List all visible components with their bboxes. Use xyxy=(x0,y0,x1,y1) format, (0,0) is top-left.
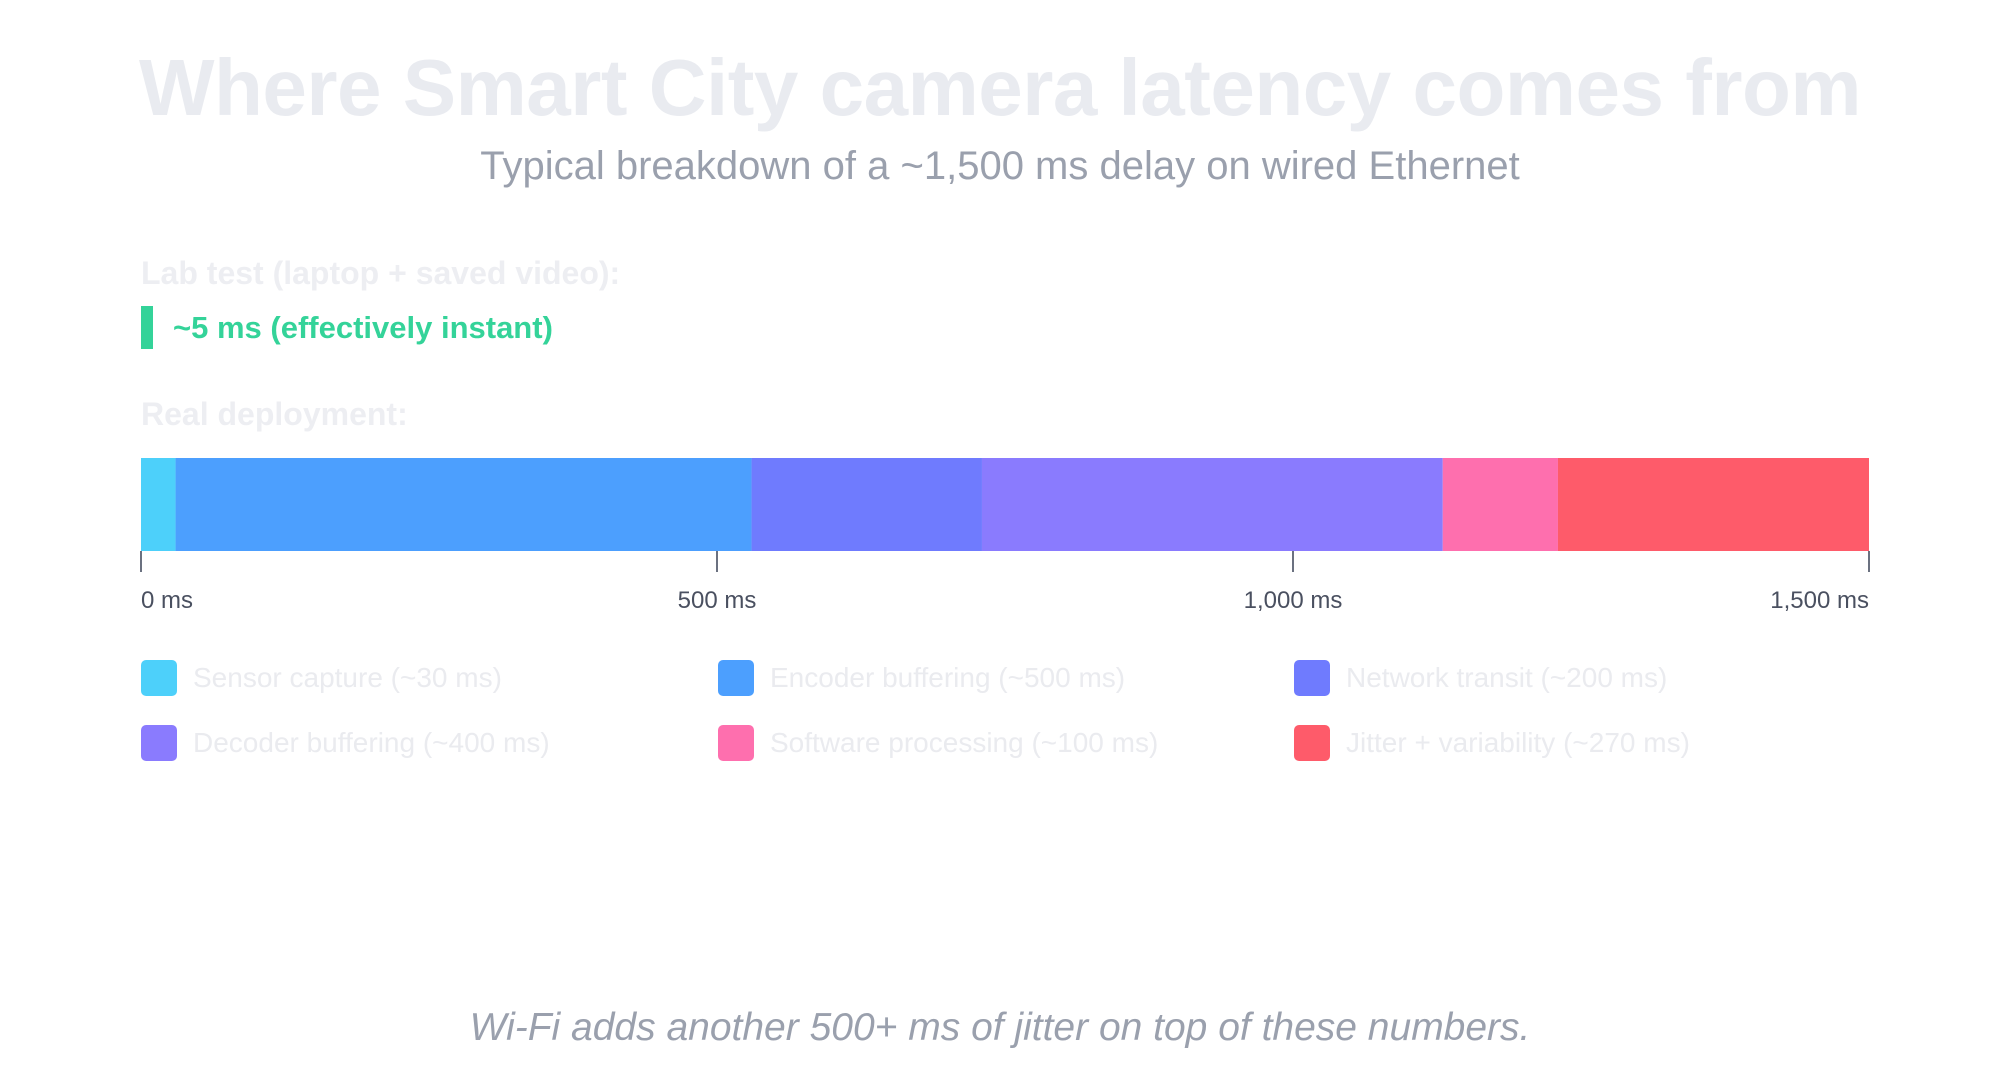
bar-segment-3 xyxy=(751,458,982,551)
legend-swatch-2 xyxy=(718,660,754,696)
x-tick-label-1: 0 ms xyxy=(141,587,193,614)
bar-segment-6 xyxy=(1557,458,1869,551)
legend-label-4: Decoder buffering (~400 ms) xyxy=(193,727,550,758)
legend-swatch-3 xyxy=(1294,660,1330,696)
x-tick-label-4: 1,500 ms xyxy=(1770,587,1869,614)
chart-title: Where Smart City camera latency comes fr… xyxy=(139,43,1861,132)
legend-label-6: Jitter + variability (~270 ms) xyxy=(1346,727,1690,758)
chart-subtitle: Typical breakdown of a ~1,500 ms delay o… xyxy=(480,144,1520,188)
legend-swatch-6 xyxy=(1294,725,1330,761)
legend-swatch-1 xyxy=(141,660,177,696)
lab-test-bar xyxy=(141,306,153,349)
lab-test-label: Lab test (laptop + saved video): xyxy=(141,255,621,291)
legend-swatch-4 xyxy=(141,725,177,761)
x-tick-label-3: 1,000 ms xyxy=(1244,587,1343,614)
bar-segment-5 xyxy=(1442,458,1558,551)
bar-segment-4 xyxy=(981,458,1443,551)
legend-label-1: Sensor capture (~30 ms) xyxy=(193,662,502,693)
real-deployment-label: Real deployment: xyxy=(141,396,408,432)
footnote: Wi-Fi adds another 500+ ms of jitter on … xyxy=(469,1006,1531,1049)
x-tick-label-2: 500 ms xyxy=(678,587,757,614)
legend-label-2: Encoder buffering (~500 ms) xyxy=(770,662,1126,693)
bar-segment-1 xyxy=(141,458,176,551)
lab-test-value: ~5 ms (effectively instant) xyxy=(173,310,553,345)
legend-swatch-5 xyxy=(718,725,754,761)
legend-label-3: Network transit (~200 ms) xyxy=(1346,662,1668,693)
legend-label-5: Software processing (~100 ms) xyxy=(770,727,1159,758)
stacked-bar-chart: 0 ms 500 ms 1,000 ms 1,500 ms xyxy=(140,458,1870,614)
bar-segment-2 xyxy=(175,458,752,551)
